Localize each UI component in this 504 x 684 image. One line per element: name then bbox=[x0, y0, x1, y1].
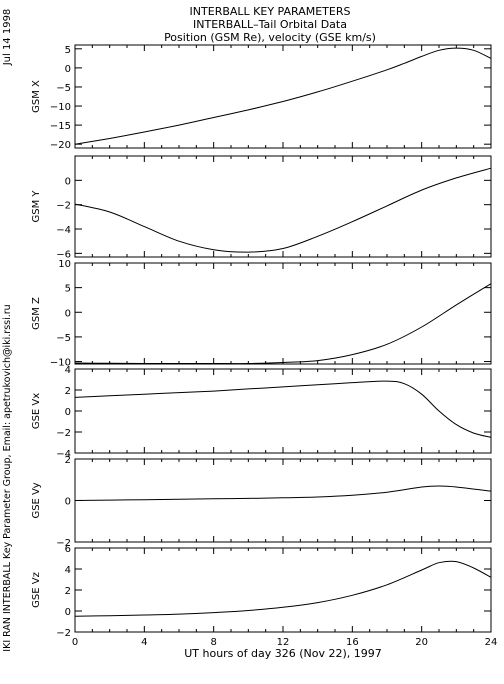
y-tick-label: −2 bbox=[56, 628, 71, 639]
y-tick-label: 0 bbox=[65, 176, 71, 187]
y-axis-label: GSE Vy bbox=[31, 482, 42, 518]
y-tick-label: 0 bbox=[65, 497, 71, 508]
y-axis-label: GSM Y bbox=[31, 190, 42, 223]
series-line bbox=[74, 47, 492, 145]
y-axis-label: GSM Z bbox=[31, 297, 42, 330]
y-tick-label: −5 bbox=[56, 333, 71, 344]
y-axis-label: GSM X bbox=[31, 80, 42, 113]
y-tick-label: 2 bbox=[65, 455, 71, 466]
series-line bbox=[74, 167, 492, 253]
y-tick-label: 2 bbox=[65, 586, 71, 597]
x-axis-label: UT hours of day 326 (Nov 22), 1997 bbox=[184, 647, 382, 660]
panel-frame bbox=[74, 155, 492, 258]
y-tick-label: −10 bbox=[50, 358, 71, 369]
y-tick-label: −10 bbox=[50, 102, 71, 113]
x-tick-label: 20 bbox=[415, 637, 428, 648]
panel-frame bbox=[74, 547, 492, 633]
panel-5: 2 0 −2 GSE Vy bbox=[31, 455, 492, 549]
x-tick-label: 8 bbox=[210, 637, 216, 648]
y-tick-label: 5 bbox=[65, 45, 71, 56]
y-tick-label: 5 bbox=[65, 284, 71, 295]
panel-4: 4 2 0 −2 −4 GSE Vx bbox=[31, 365, 492, 460]
panel-frame bbox=[74, 458, 492, 543]
x-tick-labels: 0 4 8 12 16 20 24 bbox=[72, 637, 498, 648]
x-tick-label: 0 bbox=[72, 637, 78, 648]
panel-3: 10 5 0 −5 −10 GSM Z bbox=[31, 259, 492, 369]
y-tick-label: −4 bbox=[56, 449, 71, 460]
y-tick-label: −6 bbox=[56, 249, 71, 260]
chart-subtitle-2: Position (GSM Re), velocity (GSE km/s) bbox=[164, 31, 376, 44]
panel-frame bbox=[74, 44, 492, 149]
x-tick-label: 24 bbox=[485, 637, 498, 648]
y-tick-label: 10 bbox=[58, 259, 71, 270]
y-tick-label: 4 bbox=[65, 565, 71, 576]
panel-6: 6 4 2 0 −2 GSE Vz bbox=[31, 544, 492, 639]
x-tick-label: 4 bbox=[141, 637, 147, 648]
panel-frame bbox=[74, 262, 492, 365]
y-tick-label: 0 bbox=[65, 607, 71, 618]
y-tick-label: −2 bbox=[56, 538, 71, 549]
x-tick-label: 16 bbox=[346, 637, 359, 648]
y-tick-label: 2 bbox=[65, 386, 71, 397]
series-line bbox=[74, 283, 492, 365]
y-tick-label: −4 bbox=[56, 225, 71, 236]
series-line bbox=[74, 380, 492, 438]
credit-label: IKI RAN INTERBALL Key Parameter Group, E… bbox=[2, 304, 13, 651]
y-tick-label: −20 bbox=[50, 140, 71, 151]
series-line bbox=[74, 560, 492, 617]
y-tick-label: 6 bbox=[65, 544, 71, 555]
y-axis-label: GSE Vz bbox=[31, 572, 42, 608]
y-tick-label: 4 bbox=[65, 365, 71, 376]
y-tick-label: −5 bbox=[56, 83, 71, 94]
x-tick-label: 12 bbox=[277, 637, 290, 648]
y-tick-label: 0 bbox=[65, 407, 71, 418]
y-tick-label: 0 bbox=[65, 308, 71, 319]
panel-frame bbox=[74, 368, 492, 454]
y-tick-label: −2 bbox=[56, 428, 71, 439]
series-line bbox=[74, 485, 492, 501]
date-label: Jul 14 1998 bbox=[2, 9, 13, 67]
chart-subtitle: INTERBALL–Tail Orbital Data bbox=[193, 18, 347, 31]
panel-1: 5 0 −5 −10 −15 −20 GSM X bbox=[31, 44, 492, 151]
y-tick-label: −2 bbox=[56, 201, 71, 212]
panel-2: 0 −2 −4 −6 GSM Y bbox=[31, 155, 492, 260]
y-tick-label: 0 bbox=[65, 64, 71, 75]
chart-title: INTERBALL KEY PARAMETERS bbox=[190, 5, 351, 18]
y-axis-label: GSE Vx bbox=[31, 393, 42, 429]
y-tick-label: −15 bbox=[50, 121, 71, 132]
